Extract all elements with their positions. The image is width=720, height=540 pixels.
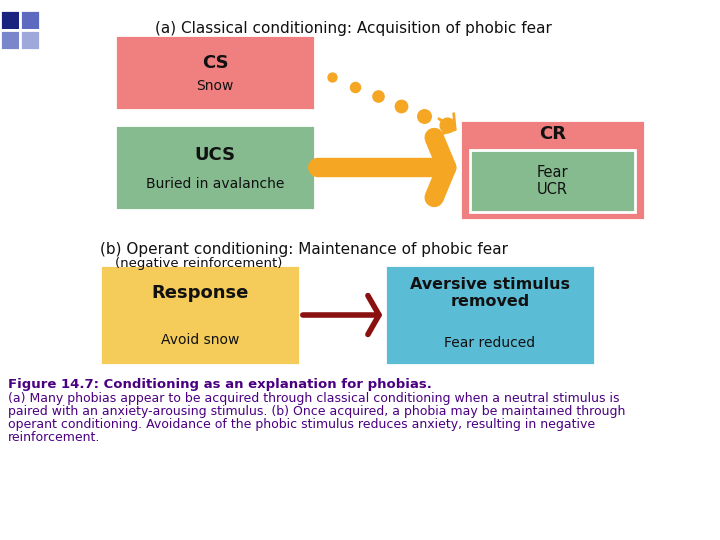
Text: Buried in avalanche: Buried in avalanche bbox=[146, 178, 284, 192]
Bar bbox=[0, 10, 20, 30]
Bar bbox=[385, 265, 595, 365]
Text: operant conditioning. Avoidance of the phobic stimulus reduces anxiety, resultin: operant conditioning. Avoidance of the p… bbox=[8, 418, 595, 431]
Text: Aversive stimulus
removed: Aversive stimulus removed bbox=[410, 277, 570, 309]
Text: Response: Response bbox=[151, 284, 248, 302]
Text: CR: CR bbox=[539, 125, 566, 143]
Text: paired with an anxiety-arousing stimulus. (b) Once acquired, a phobia may be mai: paired with an anxiety-arousing stimulus… bbox=[8, 405, 626, 418]
Text: Snow: Snow bbox=[197, 79, 234, 93]
Bar bbox=[115, 125, 315, 210]
Bar bbox=[115, 35, 315, 110]
Text: UCS: UCS bbox=[194, 146, 235, 164]
Text: Avoid snow: Avoid snow bbox=[161, 333, 239, 347]
Bar bbox=[460, 120, 645, 220]
Bar bbox=[20, 10, 40, 30]
Text: (negative reinforcement): (negative reinforcement) bbox=[115, 257, 282, 270]
Bar bbox=[0, 30, 20, 50]
Bar bbox=[470, 150, 635, 212]
Text: (b) Operant conditioning: Maintenance of phobic fear: (b) Operant conditioning: Maintenance of… bbox=[100, 242, 508, 257]
Text: reinforcement.: reinforcement. bbox=[8, 431, 100, 444]
Text: CS: CS bbox=[202, 55, 228, 72]
Bar bbox=[100, 265, 300, 365]
Text: Figure 14.7: Conditioning as an explanation for phobias.: Figure 14.7: Conditioning as an explanat… bbox=[8, 378, 432, 391]
Text: (a) Classical conditioning: Acquisition of phobic fear: (a) Classical conditioning: Acquisition … bbox=[155, 21, 552, 36]
Text: Fear
UCR: Fear UCR bbox=[536, 165, 568, 197]
Bar bbox=[20, 30, 40, 50]
Text: (a) Many phobias appear to be acquired through classical conditioning when a neu: (a) Many phobias appear to be acquired t… bbox=[8, 392, 619, 405]
Text: Fear reduced: Fear reduced bbox=[444, 336, 536, 350]
